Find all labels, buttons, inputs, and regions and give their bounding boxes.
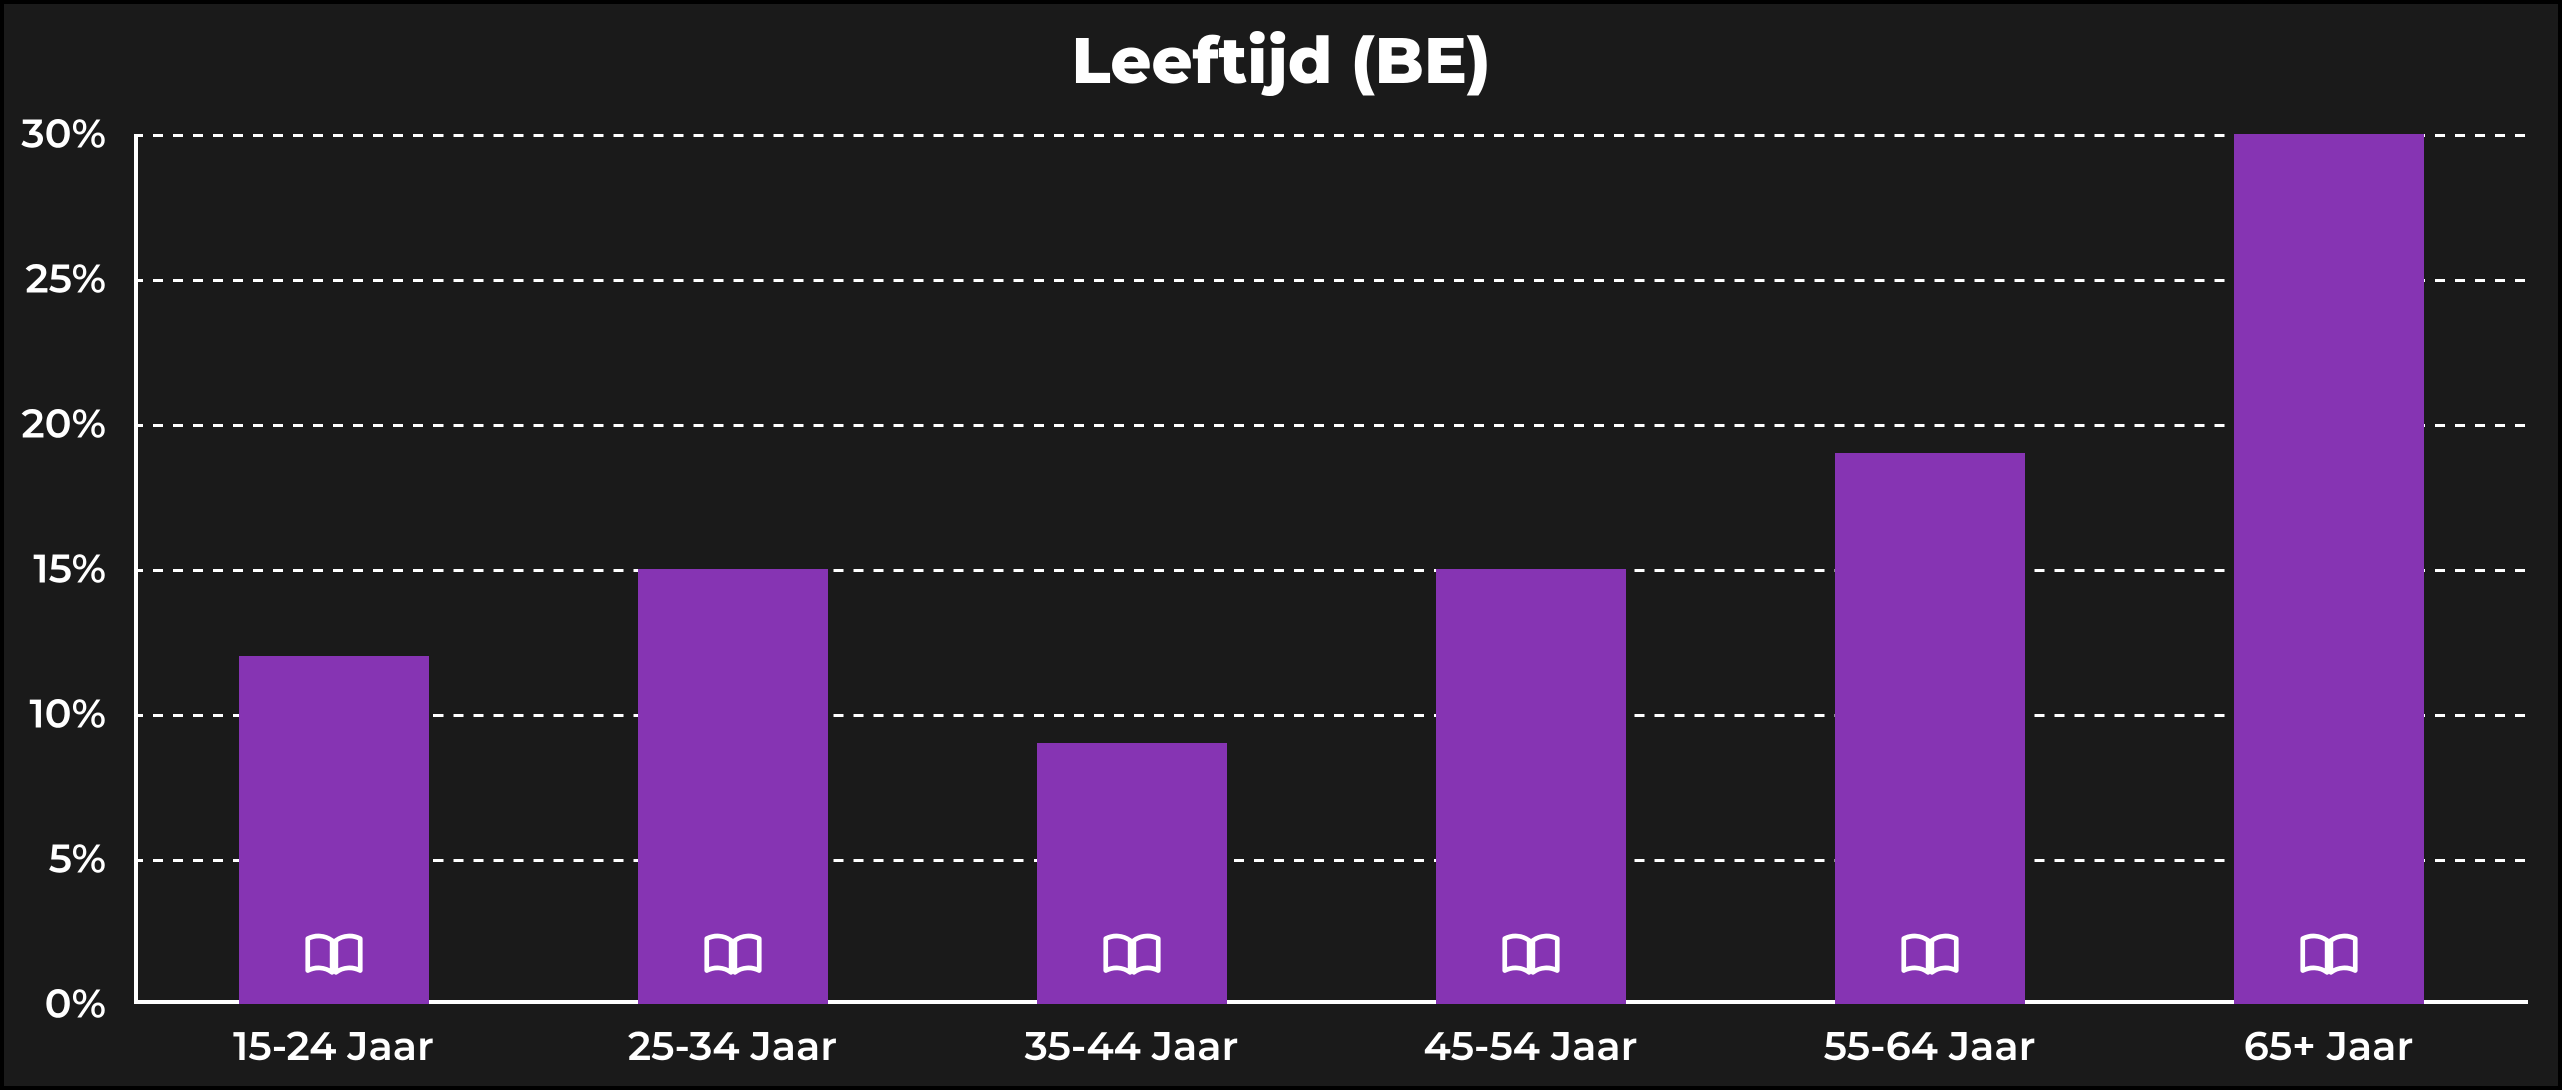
bar-slot: 45-54 Jaar xyxy=(1331,134,1730,1004)
y-tick-label: 10% xyxy=(0,690,106,739)
y-tick-label: 15% xyxy=(0,545,106,594)
x-tick-label: 15-24 Jaar xyxy=(134,1022,533,1071)
plot-area: 0%5%10%15%20%25%30% 15-24 Jaar 25-34 Jaa… xyxy=(134,134,2528,1004)
x-tick-label: 65+ Jaar xyxy=(2129,1022,2528,1071)
bar-slot: 25-34 Jaar xyxy=(533,134,932,1004)
y-tick-label: 20% xyxy=(0,400,106,449)
bar-slot: 65+ Jaar xyxy=(2129,134,2528,1004)
x-tick-label: 25-34 Jaar xyxy=(533,1022,932,1071)
book-icon xyxy=(703,933,763,978)
y-tick-label: 30% xyxy=(0,110,106,159)
y-tick-label: 5% xyxy=(0,835,106,884)
book-icon xyxy=(1900,933,1960,978)
book-icon xyxy=(1501,933,1561,978)
bar-slot: 35-44 Jaar xyxy=(932,134,1331,1004)
x-tick-label: 55-64 Jaar xyxy=(1730,1022,2129,1071)
x-tick-label: 35-44 Jaar xyxy=(932,1022,1331,1071)
bar-slot: 15-24 Jaar xyxy=(134,134,533,1004)
chart-frame: Leeftijd (BE) 0%5%10%15%20%25%30% 15-24 … xyxy=(0,0,2562,1090)
bar-slot: 55-64 Jaar xyxy=(1730,134,2129,1004)
book-icon xyxy=(304,933,364,978)
y-tick-label: 0% xyxy=(0,980,106,1029)
bar xyxy=(2234,134,2424,1004)
book-icon xyxy=(1102,933,1162,978)
chart-title: Leeftijd (BE) xyxy=(4,22,2558,100)
x-tick-label: 45-54 Jaar xyxy=(1331,1022,1730,1071)
y-tick-label: 25% xyxy=(0,255,106,304)
bar xyxy=(1835,453,2025,1004)
book-icon xyxy=(2299,933,2359,978)
